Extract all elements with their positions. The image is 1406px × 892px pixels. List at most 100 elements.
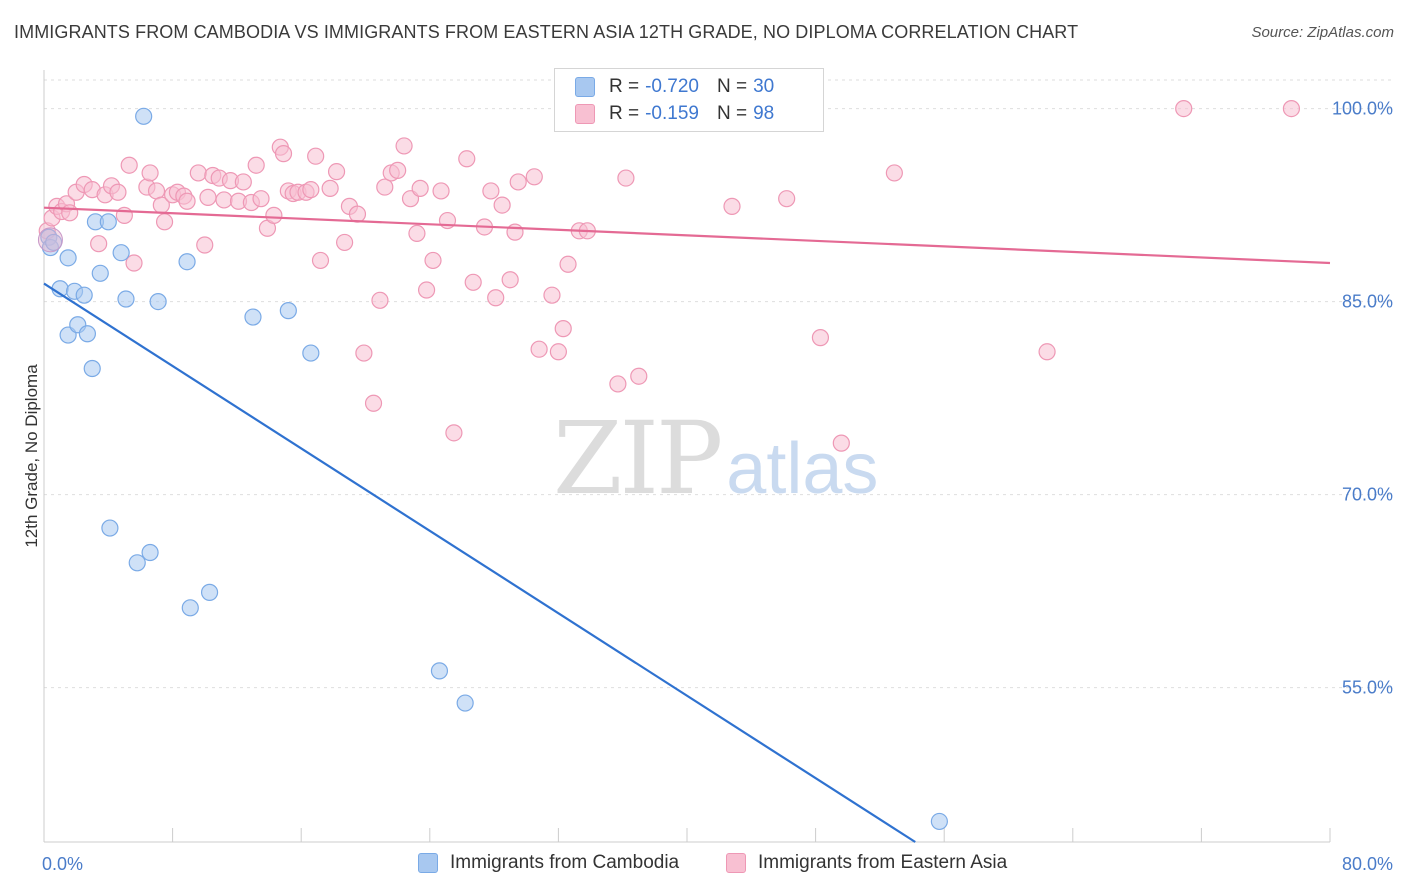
point-eastern-asia xyxy=(125,254,143,272)
chart-title: IMMIGRANTS FROM CAMBODIA VS IMMIGRANTS F… xyxy=(14,22,1079,42)
point-eastern-asia xyxy=(336,233,354,252)
point-eastern-asia xyxy=(885,164,903,182)
point-eastern-asia xyxy=(1038,343,1056,361)
point-eastern-asia xyxy=(265,206,283,224)
legend-row-cambodia: R = -0.720 N = 30 xyxy=(575,75,774,99)
point-eastern-asia xyxy=(525,168,543,186)
point-eastern-asia xyxy=(554,320,572,338)
point-eastern-asia xyxy=(617,169,635,187)
grid-lines xyxy=(44,79,1392,689)
point-eastern-asia xyxy=(506,223,524,241)
y-axis-label: 12th Grade, No Diploma xyxy=(22,364,41,548)
y-tick-label: 55.0% xyxy=(1342,678,1393,698)
axes xyxy=(43,70,1331,843)
point-cambodia xyxy=(128,554,146,572)
legend-r-label: R = xyxy=(609,76,640,97)
point-cambodia xyxy=(181,599,199,617)
point-cambodia xyxy=(930,812,948,831)
point-eastern-asia xyxy=(509,173,527,191)
point-eastern-asia xyxy=(364,394,383,412)
legend-n-label: N = xyxy=(716,76,748,97)
legend-swatch-cambodia xyxy=(575,77,595,97)
legend-label-eastern-asia: Immigrants from Eastern Asia xyxy=(758,852,1008,873)
watermark-zip: ZIP xyxy=(553,400,723,517)
source-label: Source: ZipAtlas.com xyxy=(1251,24,1394,41)
point-cambodia xyxy=(45,233,63,252)
point-eastern-asia xyxy=(196,236,214,254)
point-cambodia xyxy=(279,302,297,320)
point-eastern-asia xyxy=(417,281,436,299)
point-eastern-asia xyxy=(252,190,270,208)
point-cambodia xyxy=(244,308,262,326)
x-tick-label: 80.0% xyxy=(1342,854,1393,874)
point-eastern-asia xyxy=(234,173,252,191)
point-eastern-asia xyxy=(141,164,159,182)
point-eastern-asia xyxy=(630,367,648,385)
point-eastern-asia xyxy=(493,196,511,214)
y-tick-label: 100.0% xyxy=(1332,99,1393,119)
watermark: ZIPatlas xyxy=(553,400,878,517)
point-eastern-asia xyxy=(1282,99,1301,118)
point-cambodia xyxy=(78,325,97,343)
point-cambodia xyxy=(178,253,196,271)
point-cambodia xyxy=(200,583,219,601)
point-cambodia xyxy=(83,359,101,378)
point-eastern-asia xyxy=(609,375,627,393)
legend-item-cambodia[interactable]: Immigrants from Cambodia xyxy=(418,852,679,874)
point-eastern-asia xyxy=(778,190,796,208)
legend-item-eastern-asia[interactable]: Immigrants from Eastern Asia xyxy=(726,852,1007,874)
point-eastern-asia xyxy=(411,179,429,197)
point-eastern-asia xyxy=(549,343,568,361)
legend-r-label: R = xyxy=(609,103,640,124)
point-eastern-asia xyxy=(274,145,293,163)
point-cambodia xyxy=(456,694,474,712)
point-eastern-asia xyxy=(395,137,413,155)
point-eastern-asia xyxy=(90,235,108,253)
point-eastern-asia xyxy=(424,251,442,270)
legend-r-value: -0.720 xyxy=(645,76,699,97)
point-eastern-asia xyxy=(464,273,482,291)
point-cambodia xyxy=(149,293,167,311)
point-eastern-asia xyxy=(811,329,830,347)
point-cambodia xyxy=(59,249,77,267)
point-eastern-asia xyxy=(327,163,346,181)
point-cambodia xyxy=(141,543,159,562)
data-points xyxy=(37,99,1301,831)
legend-label-cambodia: Immigrants from Cambodia xyxy=(450,852,680,873)
y-tick-label: 70.0% xyxy=(1342,485,1393,505)
point-eastern-asia xyxy=(832,434,850,452)
point-eastern-asia xyxy=(199,188,217,206)
point-cambodia xyxy=(117,290,135,308)
trend-line-cambodia xyxy=(43,282,916,843)
point-eastern-asia xyxy=(445,424,463,442)
point-cambodia xyxy=(135,107,153,125)
legend-r-value: -0.159 xyxy=(645,103,699,124)
point-eastern-asia xyxy=(321,179,339,197)
point-eastern-asia xyxy=(376,178,394,196)
point-eastern-asia xyxy=(389,161,407,179)
series-legend: Immigrants from Cambodia Immigrants from… xyxy=(0,852,1406,878)
point-eastern-asia xyxy=(1175,99,1193,118)
point-eastern-asia xyxy=(189,164,207,182)
point-eastern-asia xyxy=(348,205,367,223)
point-eastern-asia xyxy=(501,271,519,289)
y-tick-label: 85.0% xyxy=(1342,292,1393,312)
stats-legend: R = -0.720 N = 30 R = -0.159 N = 98 xyxy=(554,68,824,132)
watermark-atlas: atlas xyxy=(726,429,879,509)
point-eastern-asia xyxy=(155,213,174,231)
x-tick-label: 0.0% xyxy=(42,854,83,874)
point-eastern-asia xyxy=(247,156,265,174)
point-cambodia xyxy=(101,519,119,537)
point-eastern-asia xyxy=(307,147,325,165)
point-eastern-asia xyxy=(215,191,233,209)
point-cluster xyxy=(37,227,63,253)
point-cambodia xyxy=(430,662,449,680)
point-eastern-asia xyxy=(302,181,320,199)
point-eastern-asia xyxy=(432,182,450,200)
legend-row-eastern-asia: R = -0.159 N = 98 xyxy=(575,102,774,126)
point-cambodia xyxy=(75,286,93,304)
point-eastern-asia xyxy=(543,286,561,304)
point-cambodia xyxy=(112,244,130,262)
legend-swatch-cambodia xyxy=(418,853,438,873)
